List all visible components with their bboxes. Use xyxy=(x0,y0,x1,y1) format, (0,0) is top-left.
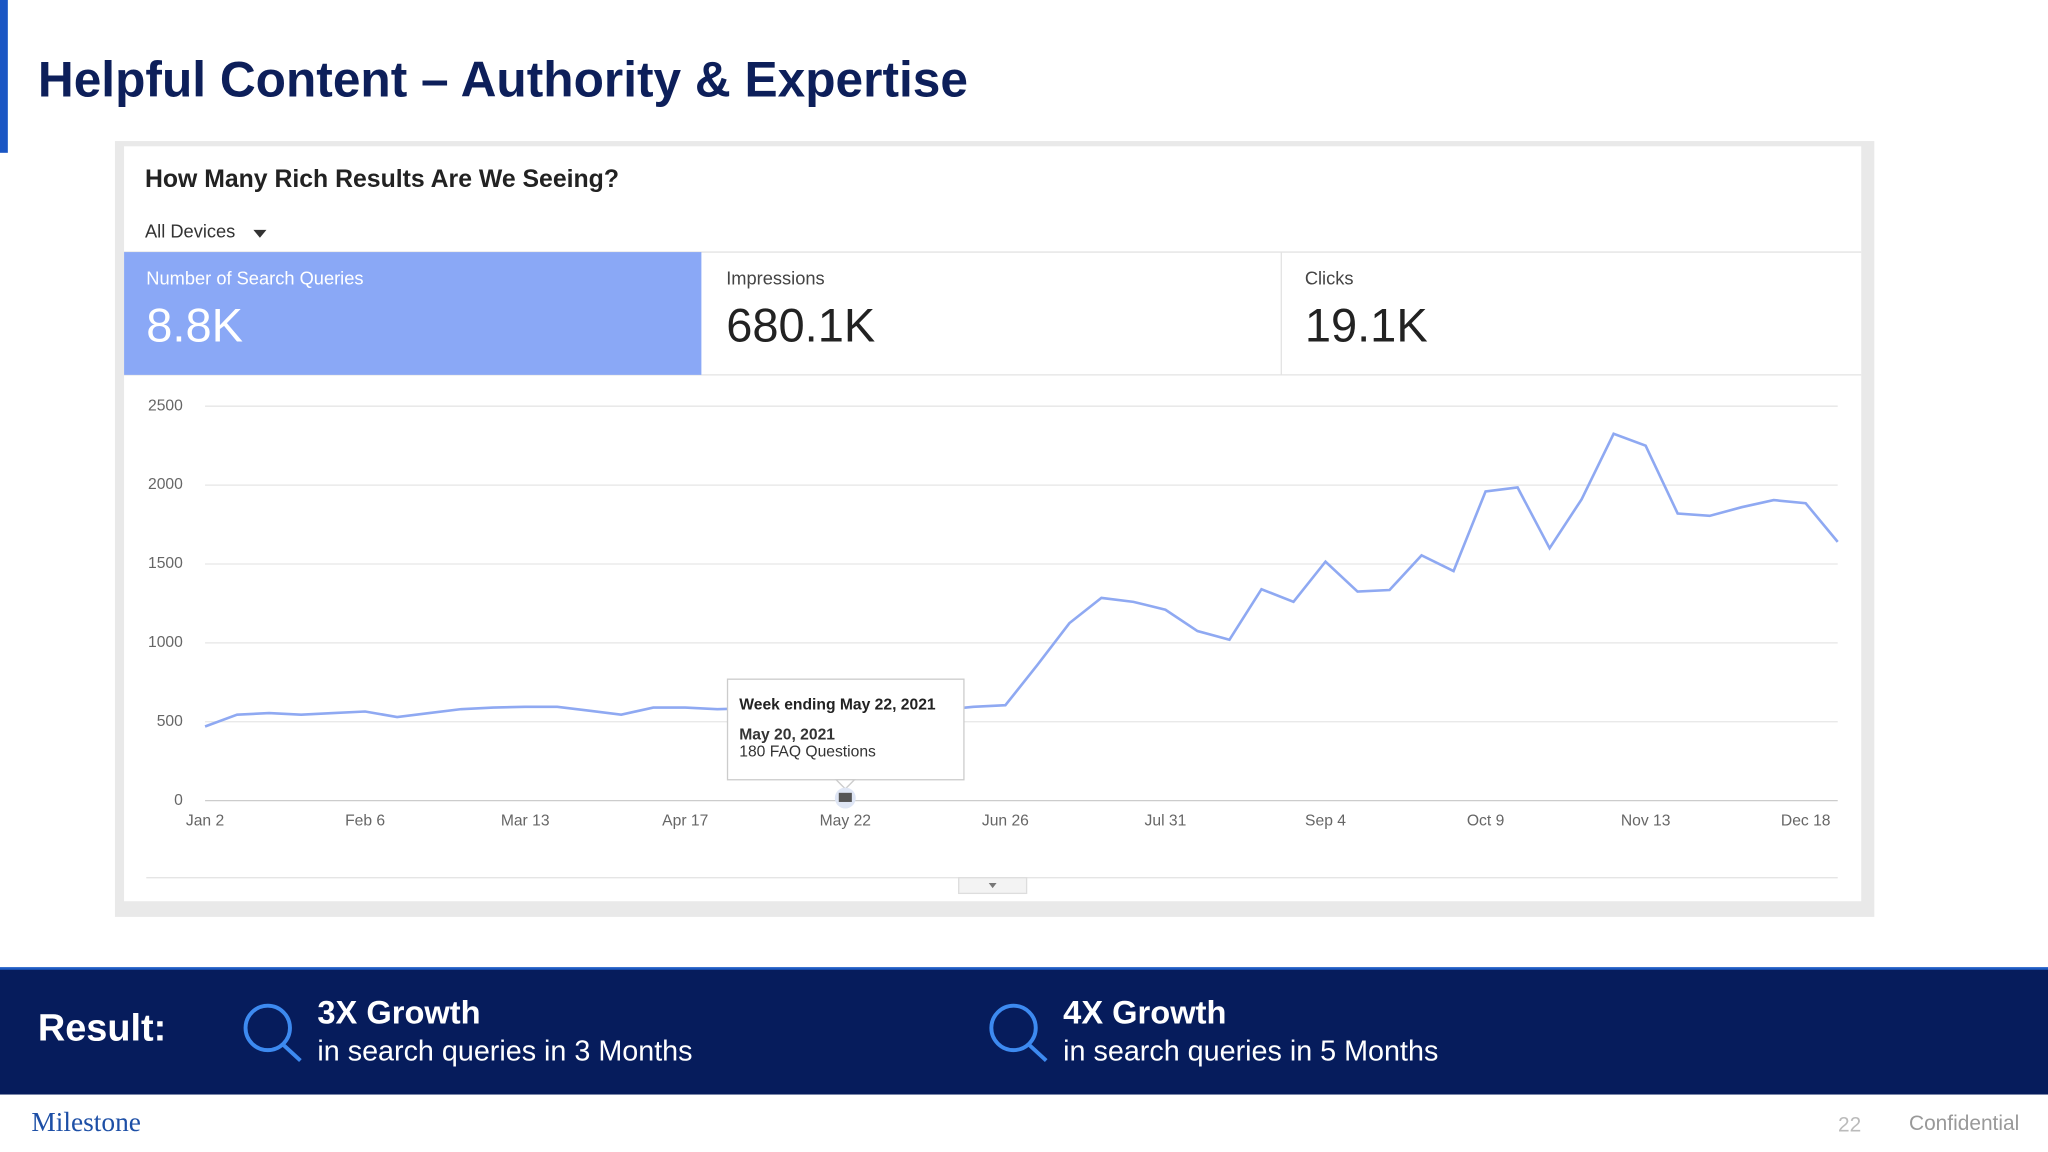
x-tick-label: Oct 9 xyxy=(1467,813,1504,830)
x-tick-label: Mar 13 xyxy=(501,813,550,830)
x-tick-label: May 22 xyxy=(820,813,871,830)
annotation-icon xyxy=(838,792,852,802)
page-number: 22 xyxy=(1838,1113,1861,1136)
slide-title: Helpful Content – Authority & Expertise xyxy=(38,52,968,108)
x-tick-label: Jan 2 xyxy=(186,813,224,830)
confidential: Confidential xyxy=(1909,1112,2019,1135)
tooltip-pointer xyxy=(834,779,857,790)
scorecard-value: 8.8K xyxy=(146,299,243,352)
chart-title: How Many Rich Results Are We Seeing? xyxy=(145,166,619,193)
y-tick-label: 2000 xyxy=(148,476,183,493)
search-icon xyxy=(243,1003,302,1063)
scorecard-value: 680.1K xyxy=(726,299,875,352)
tooltip-text: 180 FAQ Questions xyxy=(739,743,876,760)
scorecard-label: Impressions xyxy=(726,267,824,288)
result-headline: 4X Growth xyxy=(1063,993,1226,1030)
tooltip-box xyxy=(726,678,965,781)
dropdown-arrow[interactable] xyxy=(253,229,267,238)
result-text: in search queries in 5 Months xyxy=(1063,1035,1438,1067)
accent-bar xyxy=(0,0,8,153)
x-tick-label: Jun 26 xyxy=(982,813,1029,830)
result-text: in search queries in 3 Months xyxy=(317,1035,692,1067)
tooltip-title: Week ending May 22, 2021 xyxy=(739,696,936,713)
y-tick-label: 500 xyxy=(157,713,183,730)
expand-arrow[interactable] xyxy=(988,882,997,889)
y-tick-label: 1000 xyxy=(148,634,183,651)
x-tick-label: Apr 17 xyxy=(662,813,708,830)
series-line xyxy=(204,432,1839,728)
tooltip: Week ending May 22, 2021 May 20, 2021 18… xyxy=(726,678,965,790)
search-icon xyxy=(989,1003,1048,1063)
plot: 0 500 1000 1500 2000 2500 Jan 2 Feb 6 Mar 13 Apr … xyxy=(148,397,1839,830)
x-tick-label: Feb 6 xyxy=(345,813,385,830)
result-banner xyxy=(0,967,2048,1095)
y-tick-label: 0 xyxy=(174,792,183,809)
logo: Milestone xyxy=(31,1107,141,1137)
y-tick-label: 1500 xyxy=(148,555,183,572)
tooltip-date: May 20, 2021 xyxy=(739,726,835,743)
y-tick-label: 2500 xyxy=(148,397,183,414)
scorecard-label: Number of Search Queries xyxy=(146,267,363,288)
x-tick-label: Sep 4 xyxy=(1305,813,1346,830)
scorecard-value: 19.1K xyxy=(1305,299,1428,352)
x-tick-label: Dec 18 xyxy=(1781,813,1831,830)
result-label: Result: xyxy=(38,1008,166,1050)
x-tick-label: Nov 13 xyxy=(1621,813,1671,830)
scorecard-label: Clicks xyxy=(1305,267,1354,288)
scorecard-selected[interactable] xyxy=(124,252,702,375)
result-headline: 3X Growth xyxy=(317,993,480,1030)
device-filter[interactable]: All Devices xyxy=(145,220,235,241)
x-tick-label: Jul 31 xyxy=(1145,813,1187,830)
